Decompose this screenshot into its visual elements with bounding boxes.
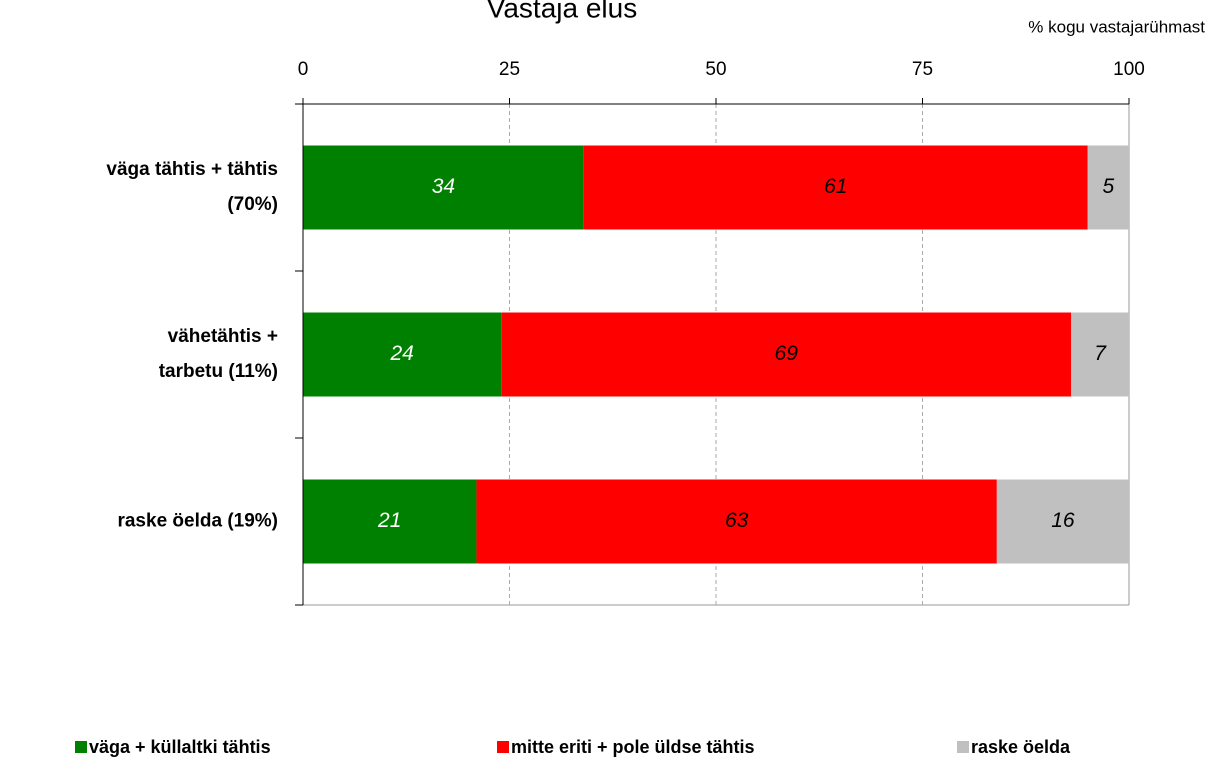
legend-label: raske öelda (971, 737, 1071, 757)
legend-label: mitte eriti + pole üldse tähtis (511, 737, 755, 757)
category-label: vähetähtis + (168, 326, 278, 347)
value-label: 34 (432, 175, 455, 198)
x-tick-label: 25 (499, 59, 520, 80)
bar-segment (303, 479, 477, 564)
legend-swatch (957, 741, 969, 753)
x-tick-label: 0 (298, 59, 309, 80)
category-label: tarbetu (11%) (159, 361, 278, 382)
bar-segment (996, 479, 1129, 564)
bar-segment (303, 145, 584, 230)
value-label: 69 (775, 342, 799, 365)
bar-segment (501, 312, 1072, 397)
bar-segment (303, 312, 502, 397)
value-label: 5 (1103, 175, 1115, 198)
x-tick-label: 100 (1113, 59, 1145, 80)
chart-title: Vastaja elus (487, 0, 637, 23)
category-label: raske öelda (19%) (117, 511, 278, 532)
value-label: 16 (1051, 509, 1075, 532)
x-tick-label: 50 (705, 59, 726, 80)
axis-label: % kogu vastajarühmast (1028, 17, 1205, 36)
value-label: 63 (725, 509, 749, 532)
category-label: (70%) (227, 194, 278, 215)
legend-swatch (497, 741, 509, 753)
bar-segment (476, 479, 997, 564)
x-tick-label: 75 (912, 59, 933, 80)
value-label: 24 (389, 342, 413, 365)
value-label: 61 (824, 175, 847, 198)
bar-segment (1087, 145, 1129, 230)
bar-segment (1071, 312, 1129, 397)
bar-segment (583, 145, 1088, 230)
legend-swatch (75, 741, 87, 753)
category-label: väga tähtis + tähtis (106, 159, 278, 180)
value-label: 21 (377, 509, 401, 532)
value-label: 7 (1094, 342, 1107, 365)
legend-label: väga + küllaltki tähtis (89, 737, 271, 757)
